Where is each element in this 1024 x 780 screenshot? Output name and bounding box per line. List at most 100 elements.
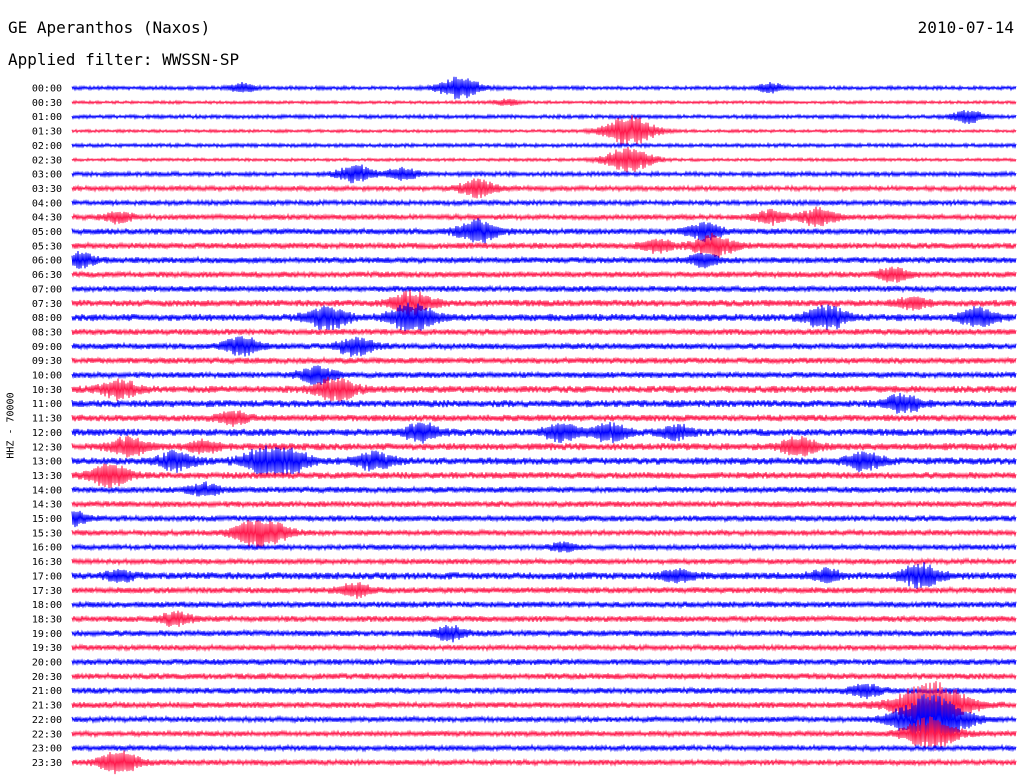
seismic-trace-line <box>71 562 1017 589</box>
seismic-trace-line <box>71 302 1017 332</box>
seismic-trace-line <box>71 146 1017 173</box>
time-tick-label: 11:30 <box>32 414 62 425</box>
seismic-trace-line <box>71 445 1017 478</box>
time-tick-label: 20:30 <box>32 672 62 683</box>
seismic-trace-line <box>71 266 1017 283</box>
seismic-trace-line <box>71 421 1017 444</box>
time-tick-label: 11:00 <box>32 399 62 410</box>
time-tick-label: 09:30 <box>32 356 62 367</box>
station-title: GE Aperanthos (Naxos) <box>8 18 211 37</box>
time-tick-label: 00:30 <box>32 98 62 109</box>
time-tick-label: 08:00 <box>32 313 62 324</box>
time-tick-label: 00:00 <box>32 84 62 95</box>
time-tick-label: 03:30 <box>32 184 62 195</box>
time-tick-label: 18:00 <box>32 600 62 611</box>
seismic-trace-line <box>71 743 1017 753</box>
time-tick-label: 18:30 <box>32 614 62 625</box>
seismic-trace-line <box>71 683 1017 700</box>
filter-label: Applied filter: WWSSN-SP <box>8 50 240 69</box>
time-tick-label: 13:00 <box>32 457 62 468</box>
seismic-trace-line <box>71 624 1017 643</box>
plot-date: 2010-07-14 <box>917 18 1014 37</box>
seismic-trace-line <box>71 410 1017 427</box>
time-tick-label: 13:30 <box>32 471 62 482</box>
time-tick-label: 21:30 <box>32 701 62 712</box>
time-tick-label: 02:00 <box>32 141 62 152</box>
seismic-trace-line <box>71 110 1017 124</box>
seismic-trace-line <box>71 98 1017 106</box>
seismic-trace-line <box>71 365 1017 385</box>
seismic-trace-line <box>71 164 1017 184</box>
seismic-trace-line <box>71 376 1017 402</box>
channel-label: HHZ - 70000 <box>5 392 17 459</box>
seismic-trace-line <box>71 499 1017 509</box>
time-tick-label: 19:30 <box>32 643 62 654</box>
seismic-trace-line <box>71 694 1017 742</box>
seismic-trace-line <box>71 463 1017 488</box>
seismic-trace-line <box>71 681 1017 729</box>
seismic-trace-line <box>71 643 1017 653</box>
channel-label-wrap: HHZ - 70000 <box>1 380 21 480</box>
time-tick-label: 12:00 <box>32 428 62 439</box>
time-tick-label: 01:30 <box>32 127 62 138</box>
seismic-trace-line <box>71 392 1017 414</box>
time-tick-label: 19:00 <box>32 629 62 640</box>
seismic-trace-line <box>71 115 1017 146</box>
time-tick-label: 12:30 <box>32 442 62 453</box>
seismic-trace-line <box>71 76 1017 100</box>
time-tick-label: 16:00 <box>32 543 62 554</box>
time-tick-label: 04:30 <box>32 213 62 224</box>
seismic-trace-line <box>71 557 1017 567</box>
time-tick-label: 14:30 <box>32 500 62 511</box>
time-tick-label: 07:00 <box>32 284 62 295</box>
time-tick-label: 10:30 <box>32 385 62 396</box>
time-tick-label: 02:30 <box>32 155 62 166</box>
seismic-trace-line <box>71 206 1017 227</box>
seismic-trace-line <box>71 336 1017 357</box>
time-tick-label: 23:30 <box>32 758 62 769</box>
time-tick-label: 22:30 <box>32 729 62 740</box>
time-tick-label: 23:00 <box>32 744 62 755</box>
seismic-trace-line <box>71 671 1017 682</box>
seismic-trace-line <box>71 289 1017 317</box>
seismic-trace-line <box>71 141 1017 149</box>
seismic-trace-line <box>71 657 1017 667</box>
seismic-trace-line <box>71 218 1017 244</box>
seismic-trace-line <box>71 541 1017 553</box>
seismic-trace-line <box>71 198 1017 208</box>
time-tick-label: 15:00 <box>32 514 62 525</box>
time-tick-label: 15:30 <box>32 528 62 539</box>
time-tick-label: 14:00 <box>32 485 62 496</box>
seismic-trace-line <box>71 510 1017 528</box>
time-tick-label: 22:00 <box>32 715 62 726</box>
seismic-trace-line <box>71 750 1017 775</box>
seismic-trace-line <box>71 481 1017 497</box>
seismic-trace-line <box>71 610 1017 628</box>
time-tick-label: 17:00 <box>32 571 62 582</box>
time-tick-label: 10:00 <box>32 371 62 382</box>
seismic-trace-line <box>71 716 1017 751</box>
time-tick-label: 21:00 <box>32 686 62 697</box>
seismic-trace-line <box>71 356 1017 366</box>
time-tick-label: 05:30 <box>32 241 62 252</box>
time-tick-label: 06:00 <box>32 256 62 267</box>
seismic-trace-line <box>71 435 1017 458</box>
seismic-trace-line <box>71 582 1017 599</box>
time-tick-label: 05:00 <box>32 227 62 238</box>
time-tick-label: 04:00 <box>32 198 62 209</box>
time-tick-label: 16:30 <box>32 557 62 568</box>
time-tick-label: 07:30 <box>32 299 62 310</box>
time-tick-label: 20:00 <box>32 658 62 669</box>
seismic-trace-line <box>71 519 1017 550</box>
seismic-trace-line <box>71 600 1017 610</box>
time-tick-label: 17:30 <box>32 586 62 597</box>
seismic-trace-line <box>71 232 1017 258</box>
seismic-trace-line <box>71 327 1017 337</box>
time-tick-label: 09:00 <box>32 342 62 353</box>
time-tick-label: 03:00 <box>32 170 62 181</box>
seismic-trace-line <box>71 178 1017 199</box>
seismic-trace-line <box>71 250 1017 269</box>
time-tick-label: 08:30 <box>32 327 62 338</box>
time-tick-label: 01:00 <box>32 112 62 123</box>
